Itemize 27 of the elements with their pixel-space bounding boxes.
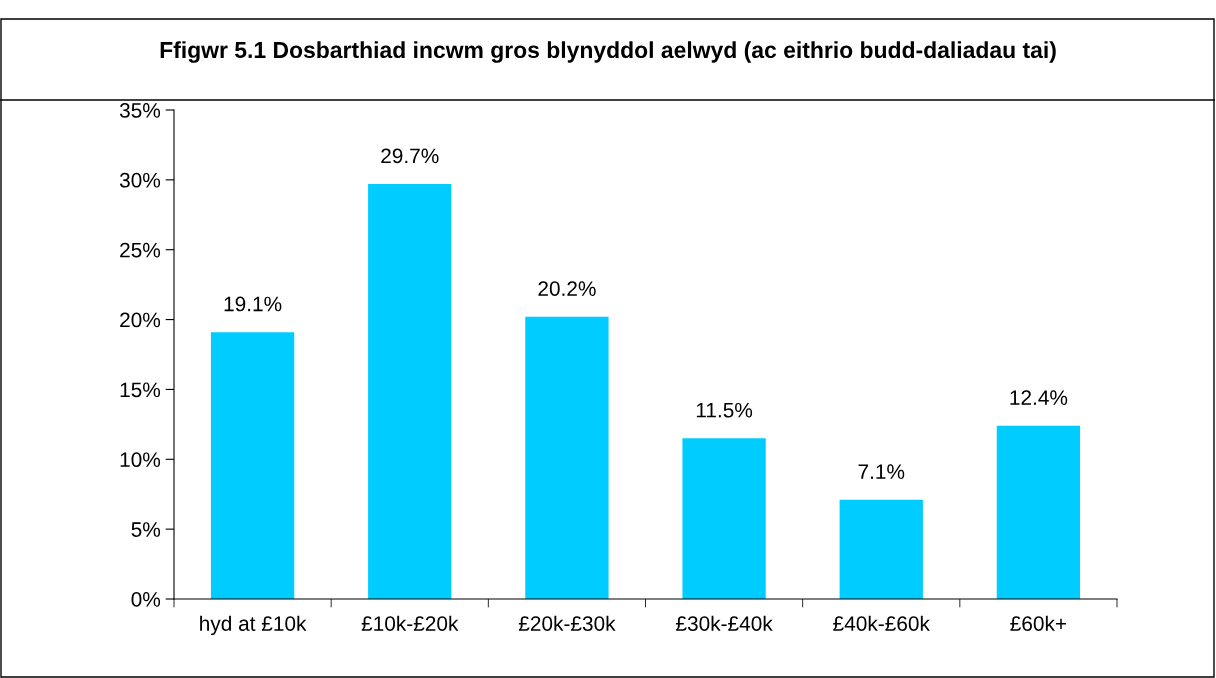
bar [210, 332, 295, 599]
y-tick-label: 5% [131, 522, 161, 537]
x-tick-label: £40k-£60k [833, 615, 930, 631]
y-tick-label: 10% [120, 452, 161, 468]
y-tick-label: 15% [120, 382, 161, 398]
bar [996, 425, 1081, 599]
data-label: 11.5% [696, 402, 753, 418]
y-tick-label: 0% [131, 592, 161, 607]
bar [525, 316, 609, 599]
y-tick-label: 30% [119, 172, 161, 188]
data-label: 29.7% [381, 148, 439, 164]
chart-title: Ffigwr 5.1 Dosbarthiad incwm gros blynyddol aelwyd (ac eithrio budd-daliadau tai) [160, 41, 1056, 63]
data-label: 12.4% [1010, 390, 1068, 405]
x-tick-label: £20k-£30k [518, 615, 616, 631]
y-tick-label: 35% [119, 103, 161, 118]
data-label: 19.1% [224, 296, 282, 312]
x-tick-label: £30k-£40k [676, 615, 773, 631]
x-tick-label: hyd at £10k [200, 615, 307, 636]
data-label: 7.1% [858, 464, 905, 479]
bar [682, 438, 766, 599]
y-tick-label: 25% [120, 242, 161, 258]
x-tick-label: £10k-£20k [361, 615, 459, 631]
bar [839, 499, 923, 599]
bar [368, 184, 452, 599]
y-tick-label: 20% [120, 312, 161, 328]
x-tick-label: £60k+ [1010, 615, 1067, 631]
data-label: 20.2% [538, 281, 596, 296]
